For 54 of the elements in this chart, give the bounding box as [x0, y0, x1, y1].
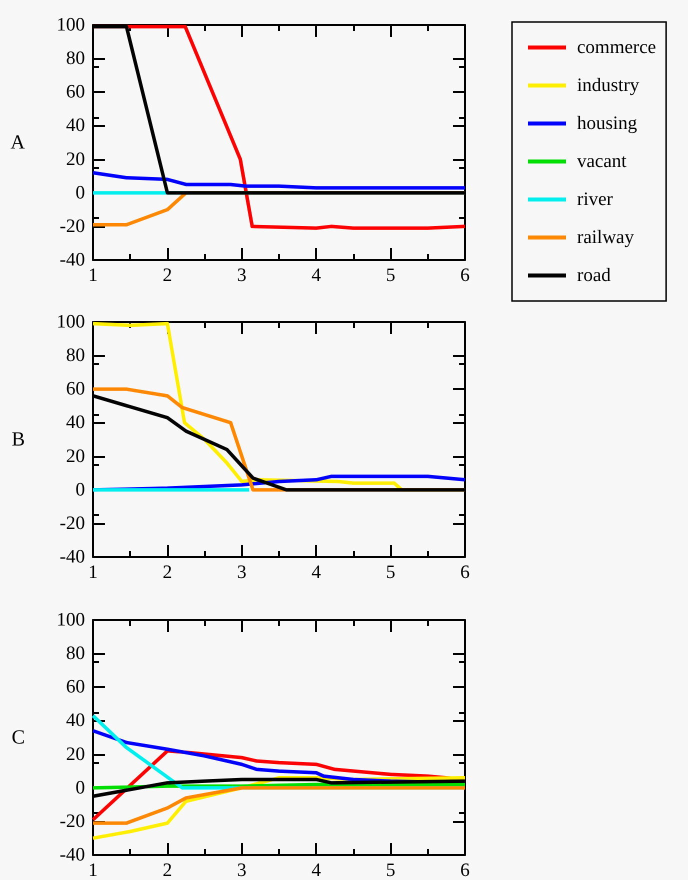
legend-label: river: [577, 189, 614, 210]
y-tick-label: 100: [56, 14, 85, 36]
x-tick-label: 6: [460, 860, 470, 880]
x-tick-label: 2: [162, 265, 172, 286]
y-tick-label: -20: [60, 216, 85, 237]
legend-label: commerce: [577, 37, 656, 58]
y-tick-label: 0: [76, 777, 85, 798]
line-series: [91, 786, 467, 825]
y-tick-label: 0: [76, 479, 85, 500]
y-tick-label: 0: [76, 182, 85, 204]
y-tick-label: -20: [60, 810, 85, 832]
y-axis-title: B: [12, 428, 25, 450]
y-tick-label: -40: [60, 844, 85, 866]
y-tick-label: 20: [66, 446, 85, 467]
y-tick-label: 20: [66, 744, 85, 765]
y-tick-label: 60: [66, 676, 85, 698]
x-tick-label: 1: [88, 860, 98, 880]
x-tick-label: 4: [311, 562, 322, 583]
y-tick-label: 80: [66, 345, 85, 366]
x-tick-label: 5: [386, 562, 396, 583]
legend-label: road: [577, 265, 612, 286]
x-tick-label: 1: [88, 562, 98, 583]
legend-label: railway: [577, 227, 634, 248]
x-tick-label: 4: [311, 265, 322, 286]
x-tick-label: 4: [311, 860, 322, 880]
y-tick-label: 60: [66, 378, 85, 400]
x-tick-label: 3: [237, 562, 247, 583]
x-tick-label: 3: [237, 860, 247, 880]
y-tick-label: 40: [66, 710, 85, 732]
y-tick-label: 20: [66, 148, 85, 170]
y-tick-label: -40: [60, 250, 85, 270]
y-tick-label: 100: [56, 610, 85, 630]
x-tick-label: 6: [460, 265, 470, 286]
y-tick-label: 40: [66, 412, 85, 434]
line-series: [91, 170, 467, 190]
y-axis-title: A: [10, 132, 26, 154]
x-tick-label: 1: [88, 265, 98, 286]
y-tick-label: 60: [66, 82, 85, 103]
x-tick-label: 5: [386, 860, 396, 880]
y-tick-label: 80: [66, 48, 85, 70]
y-tick-label: -40: [60, 546, 85, 568]
y-tick-label: 80: [66, 643, 85, 664]
legend-label: vacant: [577, 151, 628, 172]
y-axis-title: C: [12, 726, 25, 748]
x-tick-label: 6: [460, 562, 470, 583]
x-tick-label: 3: [237, 265, 247, 286]
y-tick-label: 100: [56, 312, 85, 332]
x-tick-label: 2: [162, 562, 172, 583]
x-tick-label: 5: [386, 265, 396, 286]
y-tick-label: -20: [60, 512, 85, 534]
x-tick-label: 2: [162, 860, 172, 880]
legend-label: industry: [577, 75, 640, 96]
legend-label: housing: [577, 113, 638, 134]
y-tick-label: 40: [66, 115, 85, 136]
